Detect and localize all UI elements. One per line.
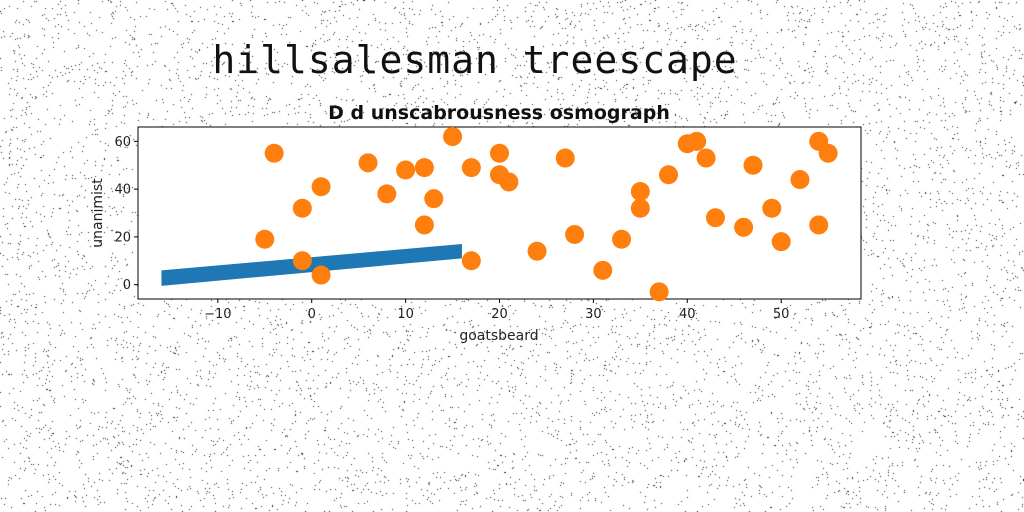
data-point [771, 232, 791, 252]
chart-title: D d unscabrousness osmograph [328, 102, 670, 124]
data-point [443, 127, 463, 147]
x-axis: −10 0 10 20 30 40 50 [204, 299, 789, 322]
x-tick-label: −10 [204, 307, 231, 322]
data-point [687, 131, 707, 151]
data-point [358, 153, 378, 173]
data-point [292, 251, 312, 271]
data-point [593, 260, 613, 280]
data-point [461, 158, 481, 178]
x-tick-label: 10 [397, 307, 414, 322]
data-point [612, 229, 632, 249]
x-axis-label: goatsbeard [459, 328, 538, 344]
data-point [818, 143, 838, 163]
x-tick-label: 30 [585, 307, 602, 322]
x-tick-label: 40 [679, 307, 696, 322]
data-point [414, 158, 434, 178]
y-tick-label: 20 [114, 230, 131, 245]
data-point [264, 143, 284, 163]
data-point [255, 229, 275, 249]
data-point [311, 265, 331, 285]
data-point [311, 177, 331, 197]
data-point [790, 170, 810, 190]
data-point [292, 198, 312, 218]
data-point [396, 160, 416, 180]
data-point [555, 148, 575, 168]
y-axis: 0 20 40 60 [114, 135, 138, 293]
data-point [762, 198, 782, 218]
x-tick-label: 0 [308, 307, 316, 322]
y-tick-label: 0 [123, 278, 131, 293]
x-tick-label: 20 [491, 307, 508, 322]
data-point [630, 198, 650, 218]
data-point [649, 282, 669, 302]
data-point [499, 172, 519, 192]
data-point [809, 215, 829, 235]
data-point [424, 189, 444, 209]
data-point [630, 182, 650, 201]
data-point [490, 143, 509, 163]
x-tick-label: 50 [773, 307, 790, 322]
band-layer [161, 244, 462, 286]
y-tick-label: 60 [114, 135, 131, 150]
data-point [705, 208, 725, 228]
data-point [414, 215, 434, 235]
data-point [461, 251, 481, 271]
data-point [565, 225, 585, 244]
band-fill [161, 244, 462, 286]
figure-title: hillsalesman treescape [212, 38, 738, 82]
points-layer [255, 127, 838, 302]
data-point [734, 217, 754, 237]
data-point [743, 155, 763, 175]
data-point [659, 165, 679, 185]
y-axis-label: unanimist [90, 178, 106, 248]
y-tick-label: 40 [114, 183, 131, 198]
data-point [527, 241, 547, 261]
data-point [377, 184, 397, 204]
data-point [696, 148, 716, 168]
